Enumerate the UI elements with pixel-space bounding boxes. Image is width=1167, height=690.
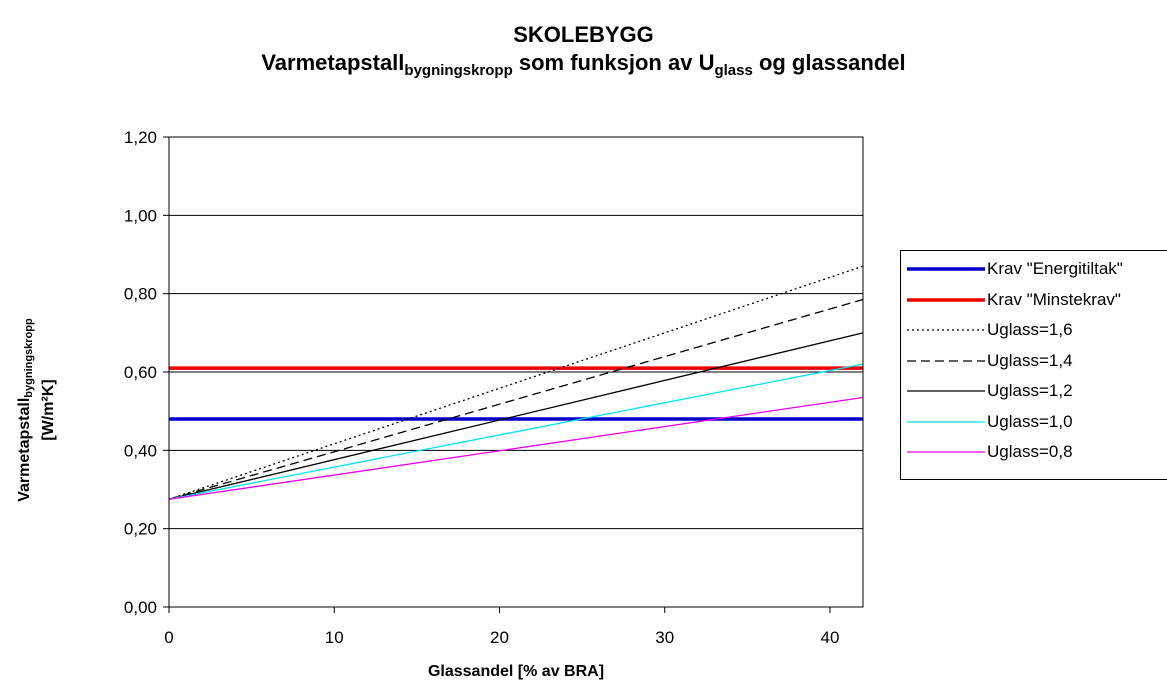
legend-swatch (907, 451, 985, 453)
y-tick-label: 0,20 (124, 520, 157, 539)
subtitle-part3: og glassandel (752, 50, 906, 75)
series-line-3 (168, 265, 864, 500)
series-line-6 (168, 363, 864, 500)
x-tick-label: 20 (490, 628, 509, 647)
chart-subtitle: Varmetapstallbygningskropp som funksjon … (0, 50, 1167, 84)
legend-item: Krav "Energitiltak" (901, 255, 1167, 283)
legend-item: Uglass=1,2 (901, 377, 1167, 405)
legend-item: Uglass=1,6 (901, 316, 1167, 344)
chart-title: SKOLEBYGG (513, 22, 654, 47)
series-line-7 (168, 396, 864, 500)
series-line-4 (168, 298, 864, 500)
legend-swatch (907, 359, 985, 362)
y-tick-label: 0,40 (124, 441, 157, 460)
legend-swatch (907, 297, 985, 302)
x-tick-label: 10 (325, 628, 344, 647)
x-tick-label: 0 (164, 628, 173, 647)
plot-frame (168, 136, 864, 608)
subtitle-part2: som funksjon av U (512, 50, 715, 75)
legend-label: Uglass=1,0 (987, 411, 1073, 431)
x-tick-label: 30 (655, 628, 674, 647)
legend-swatch (907, 267, 985, 271)
y-tick-label: 0,00 (124, 598, 157, 617)
x-axis-label: Glassandel [% av BRA] (427, 663, 605, 680)
legend-label: Uglass=1,4 (987, 350, 1073, 370)
legend-item: Uglass=1,4 (901, 347, 1167, 375)
legend-swatch (907, 329, 985, 331)
legend-item: Uglass=1,0 (901, 408, 1167, 436)
legend-item: Uglass=0,8 (901, 438, 1167, 466)
legend: Krav "Energitiltak" Krav "Minstekrav" Ugla… (900, 250, 1167, 480)
y-tick-label: 1,00 (124, 206, 157, 225)
legend-label: Krav "Minstekrav" (987, 289, 1121, 309)
legend-label: Uglass=0,8 (987, 442, 1073, 461)
legend-swatch (907, 390, 985, 392)
series-line-5 (168, 332, 864, 500)
subtitle-sub2: glass (714, 62, 753, 79)
subtitle-sub1: bygningskropp (404, 62, 513, 79)
legend-item: Krav "Minstekrav" (901, 286, 1167, 314)
legend-label: Uglass=1,6 (987, 320, 1073, 339)
legend-label: Uglass=1,2 (987, 381, 1073, 400)
x-tick-label: 40 (820, 628, 839, 647)
chart-title-block: SKOLEBYGG Varmetapstallbygningskropp som… (0, 0, 1167, 80)
y-tick-label: 0,60 (124, 363, 157, 382)
legend-label: Krav "Energitiltak" (987, 259, 1123, 278)
subtitle-part1: Varmetapstall (261, 50, 405, 75)
legend-swatch (907, 420, 985, 423)
y-tick-label: 0,80 (124, 285, 157, 304)
y-tick-label: 1,20 (124, 128, 157, 147)
